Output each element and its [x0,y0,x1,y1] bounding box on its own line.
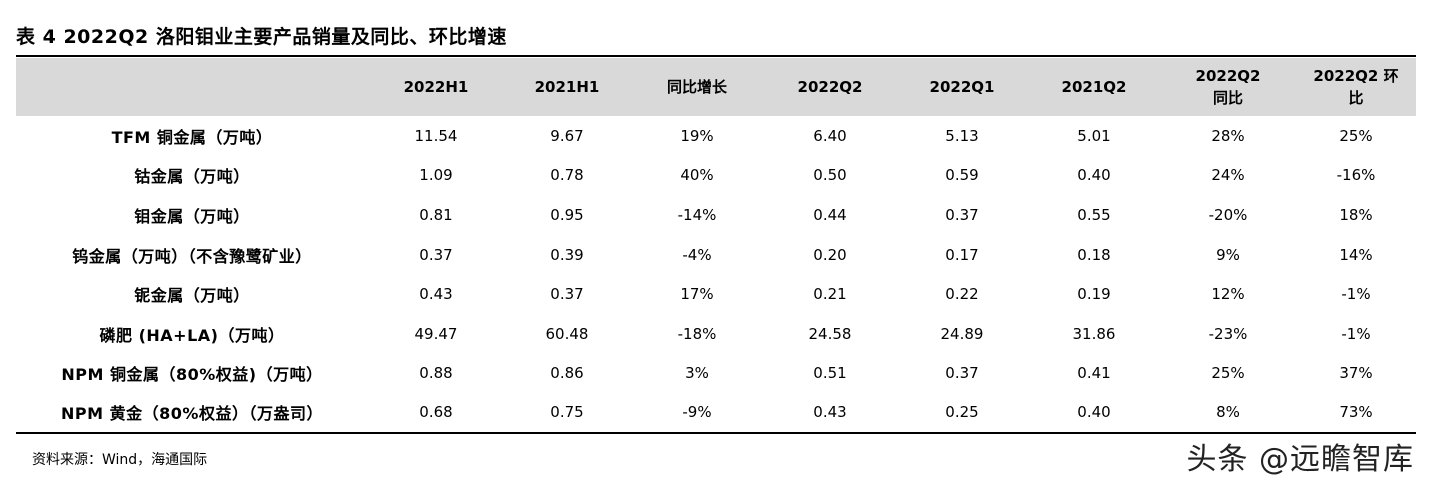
table-cell: 19% [680,126,714,145]
table-cell: 14% [1339,245,1373,264]
header-blank [16,58,368,116]
table-cell: 18% [1339,205,1373,224]
table-cell: 0.51 [813,364,847,383]
table-cell: 0.39 [550,245,584,264]
table-cell: 6.40 [813,126,847,145]
table-cell: 0.17 [945,245,979,264]
table-row: 钼金属（万吨） 0.81 0.95 -14% 0.44 0.37 0.55 -20% 18% [16,195,1416,235]
table-cell: 1.09 [419,166,453,185]
table-cell: 0.55 [1077,205,1111,224]
table-cell: 24% [1211,166,1245,185]
table-cell: 0.19 [1077,285,1111,304]
table-cell: 0.20 [813,245,847,264]
table-cell: 0.37 [550,285,584,304]
table-cell: 40% [680,166,714,185]
column-header: 2021H1 [534,78,600,96]
table-cell: 0.18 [1077,245,1111,264]
table-cell: 0.81 [419,205,453,224]
table-cell: 31.86 [1072,324,1116,343]
table-cell: 0.37 [945,364,979,383]
column-header: 2021Q2 [1061,78,1127,96]
row-label: TFM 铜金属（万吨） [111,127,273,147]
table-row: TFM 铜金属（万吨） 11.54 9.67 19% 6.40 5.13 5.01 28% 25… [16,116,1416,156]
table-cell: 0.25 [896,393,1028,434]
table-cell: 0.41 [1077,364,1111,383]
table-row: 铌金属（万吨） 0.43 0.37 17% 0.21 0.22 0.19 12% -1% [16,274,1416,314]
table-cell: 0.43 [764,393,896,434]
table-cell: 0.68 [368,393,504,434]
table-cell: 9.67 [550,126,584,145]
table-cell: 24.58 [808,324,852,343]
table-cell: 0.75 [504,393,630,434]
column-header: 2022Q2 同比 [1195,67,1261,107]
table-cell: -16% [1336,166,1376,185]
table-cell: -23% [1208,324,1248,343]
column-header: 2022Q1 [929,78,995,96]
row-label: 铌金属（万吨） [134,286,250,306]
row-label: NPM 铜金属（80%权益)（万吨） [61,365,323,385]
table-cell: 5.01 [1077,126,1111,145]
top-rule [16,55,1416,57]
column-header: 2022Q2 环 比 [1313,67,1399,107]
table-cell: 5.13 [945,126,979,145]
table-cell: 0.50 [813,166,847,185]
table-cell: 60.48 [545,324,589,343]
table-cell: -18% [677,324,717,343]
row-label: 钼金属（万吨） [134,206,250,226]
table-title: 表 4 2022Q2 洛阳钼业主要产品销量及同比、环比增速 [16,26,507,48]
table-cell: 0.37 [945,205,979,224]
sales-table: 2022H1 2021H1 同比增长 2022Q2 2022Q1 2021Q2 2022Q2… [16,58,1416,434]
row-label: NPM 黄金（80%权益）（万盎司） [16,393,368,434]
table-cell: 0.95 [550,205,584,224]
table-row: 钴金属（万吨） 1.09 0.78 40% 0.50 0.59 0.40 24% -16% [16,156,1416,196]
table-cell: 0.88 [419,364,453,383]
table-cell: 9% [1216,245,1240,264]
table-cell: 0.78 [550,166,584,185]
table-cell: 25% [1211,364,1245,383]
table-cell: 28% [1211,126,1245,145]
row-label: 钨金属（万吨）（不含豫鹭矿业） [72,246,312,266]
source-note: 资料来源：Wind，海通国际 [32,452,208,468]
table-cell: 73% [1296,393,1416,434]
table-cell: -4% [682,245,712,264]
table-cell: 0.22 [945,285,979,304]
table-row: NPM 铜金属（80%权益)（万吨） 0.88 0.86 3% 0.51 0.37 0.41… [16,354,1416,394]
table-row: NPM 黄金（80%权益）（万盎司） 0.68 0.75 -9% 0.43 0.25 0.4… [16,393,1416,434]
table-cell: -9% [630,393,764,434]
column-header: 2022Q2 [797,78,863,96]
table-cell: 0.40 [1077,166,1111,185]
table-cell: 24.89 [940,324,984,343]
header-row: 2022H1 2021H1 同比增长 2022Q2 2022Q1 2021Q2 2022Q2… [16,58,1416,116]
row-label: 钴金属（万吨） [134,167,250,187]
table-row: 磷肥 (HA+LA)（万吨） 49.47 60.48 -18% 24.58 24.89 31… [16,314,1416,354]
table-cell: 0.43 [419,285,453,304]
table-cell: -14% [677,205,717,224]
table-cell: 12% [1211,285,1245,304]
table-cell: 25% [1339,126,1373,145]
table-cell: 0.86 [550,364,584,383]
table-cell: -1% [1341,285,1371,304]
watermark: 头条 @远瞻智库 [1186,442,1414,477]
table-cell: 37% [1339,364,1373,383]
table-cell: 0.44 [813,205,847,224]
table-cell: 0.59 [945,166,979,185]
table-cell: 8% [1160,393,1296,434]
table-cell: 49.47 [414,324,458,343]
table-cell: 3% [685,364,709,383]
table-cell: 0.37 [419,245,453,264]
table-row: 钨金属（万吨）（不含豫鹭矿业） 0.37 0.39 -4% 0.20 0.17 0.18 9%… [16,235,1416,275]
column-header: 2022H1 [403,78,469,96]
table-cell: -20% [1208,205,1248,224]
row-label: 磷肥 (HA+LA)（万吨） [99,325,285,345]
table-cell: 0.40 [1028,393,1160,434]
table-cell: 17% [680,285,714,304]
table-cell: 0.21 [813,285,847,304]
column-header: 同比增长 [666,78,727,96]
table-cell: -1% [1341,324,1371,343]
table-cell: 11.54 [414,126,458,145]
table-body: TFM 铜金属（万吨） 11.54 9.67 19% 6.40 5.13 5.01 28% 25… [16,116,1416,434]
